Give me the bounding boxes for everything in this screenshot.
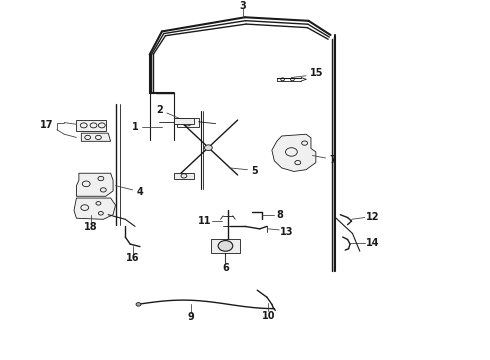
Text: 15: 15 xyxy=(310,68,323,78)
Text: 4: 4 xyxy=(137,187,143,197)
Polygon shape xyxy=(76,120,106,131)
Polygon shape xyxy=(211,239,240,253)
Polygon shape xyxy=(74,198,116,219)
Circle shape xyxy=(204,145,212,150)
Circle shape xyxy=(218,240,233,251)
Polygon shape xyxy=(174,173,194,179)
Polygon shape xyxy=(76,173,113,196)
Text: 10: 10 xyxy=(262,311,275,321)
Text: 6: 6 xyxy=(222,263,229,273)
Text: 16: 16 xyxy=(126,253,139,263)
Text: 8: 8 xyxy=(277,210,284,220)
Text: 5: 5 xyxy=(251,166,258,176)
Text: 11: 11 xyxy=(198,216,212,226)
Text: 7: 7 xyxy=(330,155,336,165)
Text: 9: 9 xyxy=(188,312,195,322)
Text: 17: 17 xyxy=(40,120,54,130)
Text: 18: 18 xyxy=(84,222,98,233)
Polygon shape xyxy=(272,134,316,171)
Text: 1: 1 xyxy=(132,122,139,132)
Text: 3: 3 xyxy=(239,1,246,11)
Text: 14: 14 xyxy=(366,238,380,248)
Text: 13: 13 xyxy=(280,227,294,237)
Polygon shape xyxy=(81,133,111,141)
Text: 2: 2 xyxy=(156,105,163,115)
Text: 12: 12 xyxy=(366,212,380,222)
Circle shape xyxy=(136,303,141,306)
Polygon shape xyxy=(174,118,194,123)
Polygon shape xyxy=(176,118,198,127)
